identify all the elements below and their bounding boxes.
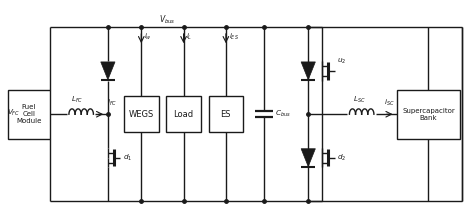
Text: $L_{SC}$: $L_{SC}$ <box>353 95 366 105</box>
Bar <box>209 96 243 132</box>
Polygon shape <box>301 62 315 80</box>
Text: $i_w$: $i_w$ <box>144 32 152 42</box>
Text: $i_L$: $i_L$ <box>186 32 192 42</box>
Text: $u_2$: $u_2$ <box>337 57 346 66</box>
Text: $d_2$: $d_2$ <box>337 153 346 163</box>
Text: WEGS: WEGS <box>128 110 154 119</box>
Bar <box>124 96 159 132</box>
Bar <box>397 90 460 139</box>
Text: Load: Load <box>173 110 194 119</box>
Text: $d_1$: $d_1$ <box>123 153 133 163</box>
Text: $i_{ES}$: $i_{ES}$ <box>228 32 238 42</box>
Text: Supercapacitor
Bank: Supercapacitor Bank <box>402 108 455 121</box>
Text: $V_{FC}$: $V_{FC}$ <box>7 108 20 118</box>
Bar <box>166 96 201 132</box>
Text: $V_{bus}$: $V_{bus}$ <box>158 13 175 26</box>
Polygon shape <box>301 149 315 166</box>
Text: $C_{bus}$: $C_{bus}$ <box>275 109 291 119</box>
Text: $i_{SC}$: $i_{SC}$ <box>384 97 395 108</box>
Text: $i_{FC}$: $i_{FC}$ <box>108 97 118 108</box>
Text: ES: ES <box>220 110 231 119</box>
Bar <box>8 90 50 139</box>
Text: $L_{FC}$: $L_{FC}$ <box>72 95 84 105</box>
Text: Fuel
Cell
Module: Fuel Cell Module <box>16 104 42 124</box>
Polygon shape <box>101 62 115 80</box>
